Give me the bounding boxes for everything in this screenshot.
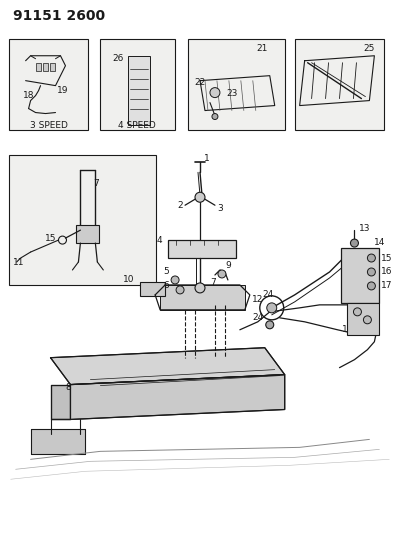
Bar	[168, 240, 236, 258]
Polygon shape	[50, 385, 70, 419]
Text: 4 SPEED: 4 SPEED	[118, 121, 156, 130]
Circle shape	[218, 270, 226, 278]
Circle shape	[353, 308, 361, 316]
Text: 22: 22	[195, 78, 206, 87]
Text: 19: 19	[57, 86, 68, 95]
Circle shape	[176, 286, 184, 294]
Bar	[160, 285, 245, 310]
Bar	[188, 39, 285, 131]
Circle shape	[351, 239, 358, 247]
Text: 18: 18	[23, 91, 34, 100]
Bar	[9, 156, 156, 285]
Text: 6: 6	[163, 281, 169, 290]
Text: 24: 24	[262, 290, 274, 300]
Text: 15: 15	[382, 254, 393, 263]
Bar	[128, 56, 150, 125]
Text: 91151 2600: 91151 2600	[13, 9, 105, 23]
Circle shape	[266, 321, 274, 329]
Text: 13: 13	[359, 224, 371, 232]
Circle shape	[212, 114, 218, 119]
Bar	[42, 63, 48, 71]
Text: 21: 21	[256, 44, 268, 53]
Text: 15: 15	[45, 233, 56, 243]
Text: 10: 10	[123, 276, 134, 285]
Text: 5: 5	[163, 268, 169, 277]
Bar	[100, 39, 175, 131]
Circle shape	[367, 268, 376, 276]
Circle shape	[363, 316, 371, 324]
Text: 7: 7	[210, 278, 216, 287]
Bar	[9, 39, 89, 131]
Text: 7: 7	[93, 179, 99, 188]
Bar	[140, 282, 165, 296]
Text: 1: 1	[204, 154, 210, 163]
Text: 8: 8	[66, 383, 71, 392]
Text: 23: 23	[226, 89, 237, 98]
Text: 11: 11	[342, 325, 353, 334]
Bar	[36, 63, 40, 71]
Text: 3: 3	[217, 204, 223, 213]
Bar	[295, 39, 384, 131]
Text: 4: 4	[156, 236, 162, 245]
Text: 9: 9	[225, 261, 231, 270]
Text: 14: 14	[374, 238, 386, 247]
Circle shape	[171, 276, 179, 284]
Text: 2: 2	[177, 201, 183, 209]
Text: 24: 24	[252, 313, 264, 322]
Circle shape	[367, 282, 376, 290]
Circle shape	[195, 192, 205, 202]
Bar	[50, 63, 54, 71]
Polygon shape	[50, 348, 285, 385]
Polygon shape	[70, 375, 285, 419]
Text: 3 SPEED: 3 SPEED	[30, 121, 67, 130]
Circle shape	[210, 87, 220, 98]
Bar	[347, 303, 380, 335]
Circle shape	[267, 303, 277, 313]
Text: 11: 11	[13, 257, 24, 266]
Text: 17: 17	[382, 281, 393, 290]
Text: 26: 26	[113, 54, 124, 63]
Bar	[77, 225, 99, 243]
Bar	[341, 248, 380, 303]
Circle shape	[195, 283, 205, 293]
Text: 12: 12	[252, 295, 264, 304]
Text: 16: 16	[382, 268, 393, 277]
Text: 25: 25	[364, 44, 375, 53]
Circle shape	[367, 254, 376, 262]
Polygon shape	[31, 430, 85, 454]
